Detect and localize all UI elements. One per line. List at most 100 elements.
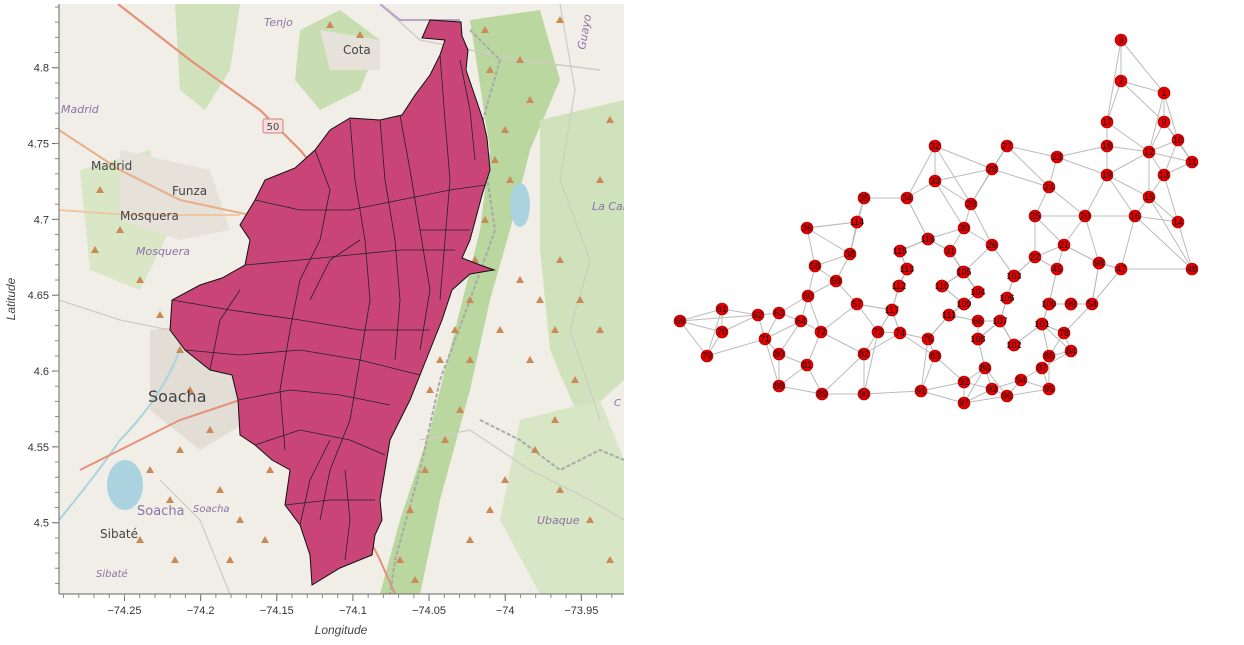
graph-edge xyxy=(934,180,972,205)
peak-marker xyxy=(156,311,164,318)
bogota-region xyxy=(169,19,496,586)
graph-node xyxy=(857,347,871,361)
graph-edge xyxy=(1106,174,1150,198)
place-label-soacha-area: Soacha xyxy=(137,504,185,519)
graph-edge xyxy=(1148,92,1165,153)
graph-node xyxy=(892,279,906,293)
forest-area xyxy=(540,100,624,420)
graph-edge xyxy=(807,295,822,333)
graph-node-label: 90 xyxy=(859,389,869,399)
graph-node xyxy=(1100,168,1114,182)
graph-node-label: 2 xyxy=(1118,76,1123,86)
graph-edge xyxy=(764,338,780,387)
graph-node-label: 34 xyxy=(902,193,912,203)
y-tick-label: 4.55 xyxy=(28,442,49,454)
graph-node-label: 13 xyxy=(1159,170,1169,180)
graph-edge xyxy=(1106,39,1122,123)
graph-node xyxy=(715,302,729,316)
graph-edge xyxy=(934,145,972,205)
graph-edge xyxy=(934,145,993,170)
road xyxy=(59,209,240,216)
graph-node-label: 111 xyxy=(942,310,956,320)
graph-edge xyxy=(991,168,1050,188)
place-label-sibate-area: Sibaté xyxy=(96,568,128,580)
graph-edge xyxy=(1106,145,1150,153)
peak-marker xyxy=(456,406,464,413)
graph-node xyxy=(1157,168,1171,182)
graph-node xyxy=(1035,361,1049,375)
graph-node-label: 103 xyxy=(1006,271,1021,281)
graph-node-label: 75 xyxy=(923,334,933,344)
graph-edge xyxy=(1006,388,1050,397)
graph-edge xyxy=(1006,145,1058,158)
x-tick-label: −74.2 xyxy=(187,605,215,617)
graph-edge xyxy=(991,244,1015,277)
graph-node xyxy=(1114,74,1128,88)
graph-node xyxy=(971,314,985,328)
graph-edge xyxy=(920,381,965,392)
graph-node-label: 92 xyxy=(959,377,969,387)
peak-marker xyxy=(451,326,459,333)
graph-node xyxy=(1042,180,1056,194)
graph-node-label: 59 xyxy=(831,276,841,286)
map-plot: 50 xyxy=(4,4,624,637)
graph-node-label: 81 xyxy=(802,360,812,370)
place-label-soacha: Soacha xyxy=(148,387,207,406)
graph-node-label: 85 xyxy=(1044,351,1054,361)
graph-node xyxy=(978,361,992,375)
peak-marker xyxy=(186,386,194,393)
graph-node xyxy=(857,387,871,401)
graph-node-label: 62 xyxy=(753,310,763,320)
graph-edge xyxy=(1120,39,1165,94)
graph-edge xyxy=(806,227,851,255)
graph-edge xyxy=(970,203,993,246)
graph-node-label: 33 xyxy=(930,176,940,186)
graph-node xyxy=(1171,215,1185,229)
locality-boundaries xyxy=(171,54,486,561)
place-label-guayo: Guayo xyxy=(575,13,594,50)
graph-node xyxy=(1050,150,1064,164)
graph-edge xyxy=(863,390,922,395)
graph-edge xyxy=(1063,244,1100,264)
graph-node-label: 24 xyxy=(1044,182,1054,192)
graph-node-label: 82 xyxy=(859,349,869,359)
graph-edge xyxy=(970,168,993,205)
graph-node xyxy=(758,332,772,346)
graph-node-label: 106 xyxy=(999,293,1014,303)
peak-marker xyxy=(516,56,524,63)
graph-node xyxy=(957,221,971,235)
graph-node-label: 57 xyxy=(852,299,862,309)
graph-node-label: 18 xyxy=(1102,141,1112,151)
graph-panel: 1 2 3 9 10 11 12 13 14 15 16 17 18 19 20 21 22 23 24 25 26 27… xyxy=(630,0,1244,640)
graph-node-label: 54 xyxy=(1087,299,1097,309)
peak-marker xyxy=(536,296,544,303)
peak-marker xyxy=(411,576,419,583)
graph-node xyxy=(985,382,999,396)
y-tick-label: 4.5 xyxy=(34,518,49,530)
peak-marker xyxy=(471,256,479,263)
graph-node-label: 96 xyxy=(1002,391,1012,401)
graph-node-label: 22 xyxy=(1030,252,1040,262)
graph-node-label: 93 xyxy=(987,384,997,394)
graph-node-label: 20 xyxy=(1080,211,1090,221)
graph-node xyxy=(1028,209,1042,223)
peak-marker xyxy=(426,386,434,393)
peak-marker xyxy=(486,506,494,513)
graph-edge xyxy=(963,395,1008,404)
graph-node-label: 9 xyxy=(1161,117,1166,127)
graph-node xyxy=(815,387,829,401)
peak-marker xyxy=(466,296,474,303)
graph-node-label: 10 xyxy=(1173,135,1183,145)
graph-node-label: 89 xyxy=(817,389,827,399)
graph-edge xyxy=(1106,174,1136,217)
graph-edge xyxy=(1106,151,1150,176)
y-tick-label: 4.65 xyxy=(28,290,49,302)
graph-edge xyxy=(1120,215,1136,270)
graph-node-label: 108 xyxy=(970,334,985,344)
urban-area xyxy=(120,150,230,240)
road xyxy=(419,429,624,521)
place-label-ubaque: Ubaque xyxy=(537,514,580,527)
graph-node-label: 16 xyxy=(1130,211,1140,221)
graph-edge xyxy=(1148,196,1193,270)
graph-edge xyxy=(863,332,901,355)
